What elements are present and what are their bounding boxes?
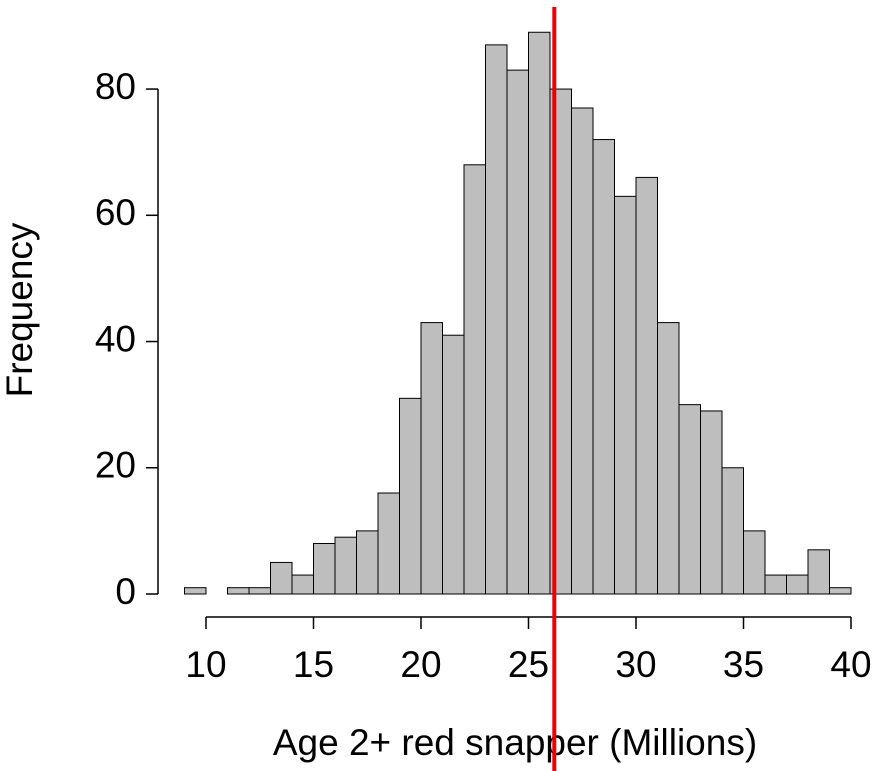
bar [764, 574, 787, 595]
bar [184, 587, 207, 595]
y-axis-label: Frequency [0, 222, 40, 397]
bar [528, 31, 551, 595]
y-tick-label: 60 [95, 192, 136, 233]
x-tick-label: 35 [723, 644, 764, 685]
bar [678, 404, 701, 595]
y-tick-label: 0 [115, 571, 136, 612]
bar [571, 107, 594, 595]
bar [420, 322, 443, 595]
x-axis-label: Age 2+ red snapper (Millions) [273, 722, 757, 763]
bar [743, 530, 766, 595]
bar [313, 543, 336, 595]
bar [506, 69, 529, 595]
y-tick-label: 40 [95, 318, 136, 359]
bar [657, 322, 680, 595]
bar [463, 164, 486, 595]
bar [227, 587, 250, 595]
bar [399, 397, 422, 595]
bar [248, 587, 271, 595]
bar [442, 334, 465, 595]
bar [270, 561, 293, 595]
x-tick-label: 15 [293, 644, 334, 685]
bar [291, 574, 314, 595]
bar [356, 530, 379, 595]
x-tick-label: 20 [400, 644, 441, 685]
x-tick-label: 10 [185, 644, 226, 685]
bar [334, 536, 357, 595]
x-tick-label: 25 [508, 644, 549, 685]
bar [635, 176, 658, 595]
bar [592, 139, 615, 595]
x-tick-label: 30 [615, 644, 656, 685]
bar [786, 574, 809, 595]
bar [485, 44, 508, 595]
bar [829, 587, 852, 595]
bar [614, 195, 637, 595]
y-tick-label: 20 [95, 445, 136, 486]
bar [700, 410, 723, 595]
y-tick-label: 80 [95, 66, 136, 107]
bar [807, 549, 830, 595]
bar [377, 492, 400, 595]
bar [721, 467, 744, 595]
x-tick-label: 40 [830, 644, 871, 685]
